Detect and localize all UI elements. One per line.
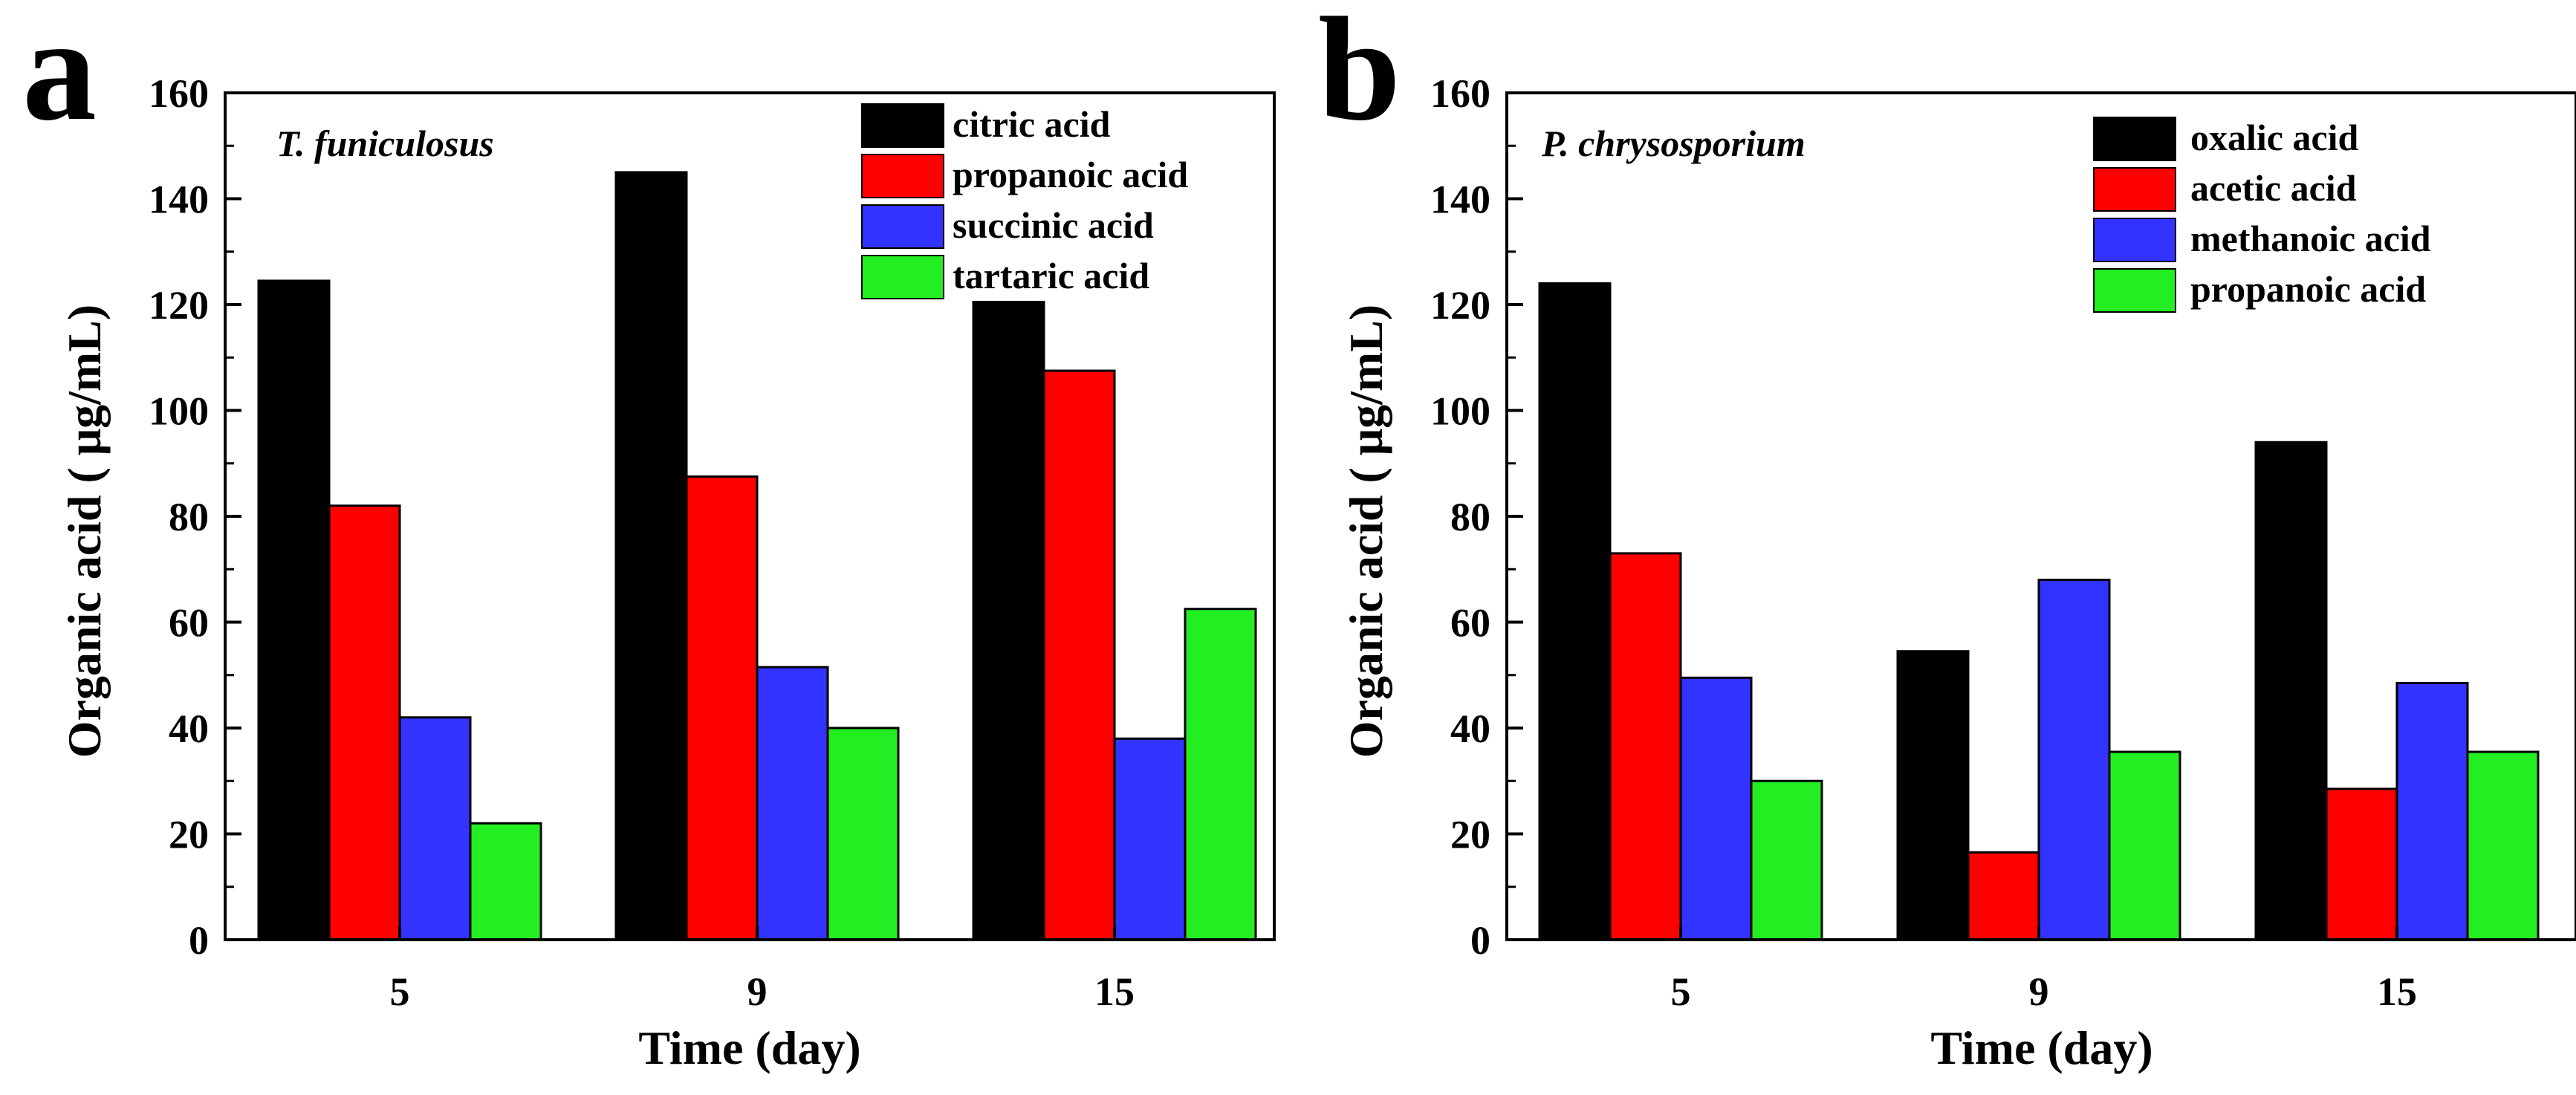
y-tick-label: 40 xyxy=(169,706,209,751)
bar-propanoic-acid-9 xyxy=(2108,750,2181,941)
legend-label: propanoic acid xyxy=(2190,268,2426,310)
bar-tartaric-acid-9 xyxy=(826,727,900,941)
y-tick-label: 160 xyxy=(149,71,209,116)
y-tick-label: 60 xyxy=(1450,601,1490,646)
x-tick-label: 15 xyxy=(2377,969,2417,1014)
bar-tartaric-acid-15 xyxy=(1184,608,1257,941)
bar-oxalic-acid-15 xyxy=(2254,441,2328,941)
y-tick-label: 100 xyxy=(149,389,209,434)
legend-label: tartaric acid xyxy=(953,255,1149,296)
bar-citric-acid-9 xyxy=(614,171,688,941)
bar-succinic-acid-15 xyxy=(1113,737,1187,941)
y-tick-label: 0 xyxy=(1470,918,1490,963)
y-tick-label: 20 xyxy=(169,813,209,857)
x-axis-title: Time (day) xyxy=(1930,1021,2152,1074)
legend-label: propanoic acid xyxy=(953,154,1188,195)
y-tick-label: 140 xyxy=(1430,178,1490,222)
legend-label: oxalic acid xyxy=(2190,117,2359,158)
y-tick-label: 100 xyxy=(1430,389,1490,434)
bar-propanoic-acid-5 xyxy=(328,504,401,941)
legend-swatch xyxy=(2093,218,2176,262)
bar-oxalic-acid-9 xyxy=(1896,650,1970,941)
x-tick-label: 9 xyxy=(2029,969,2049,1014)
legend-label: methanoic acid xyxy=(2190,218,2431,259)
legend-label: citric acid xyxy=(953,103,1111,145)
y-tick-label: 160 xyxy=(1430,71,1490,116)
bar-succinic-acid-9 xyxy=(756,666,829,941)
panel-label: a xyxy=(22,0,97,152)
y-tick-label: 20 xyxy=(1450,813,1490,857)
legend-swatch xyxy=(2093,167,2176,212)
bar-methanoic-acid-5 xyxy=(1679,676,1753,941)
x-tick-label: 9 xyxy=(747,969,768,1014)
bar-tartaric-acid-5 xyxy=(469,822,542,941)
x-tick-label: 15 xyxy=(1094,969,1135,1014)
bar-succinic-acid-5 xyxy=(398,716,472,941)
x-tick-label: 5 xyxy=(390,969,410,1014)
y-axis-title: Organic acid ( μg/mL) xyxy=(58,305,111,758)
y-tick-label: 140 xyxy=(149,178,209,222)
legend-label: succinic acid xyxy=(953,204,1154,246)
y-tick-label: 60 xyxy=(169,601,209,646)
bar-citric-acid-5 xyxy=(257,279,331,941)
x-axis-title: Time (day) xyxy=(638,1021,860,1074)
legend-swatch xyxy=(861,103,944,148)
species-label: T. funiculosus xyxy=(276,123,494,164)
y-tick-label: 40 xyxy=(1450,706,1490,751)
bar-propanoic-acid-5 xyxy=(1750,779,1823,941)
bar-acetic-acid-5 xyxy=(1609,552,1682,941)
species-label: P. chrysosporium xyxy=(1541,123,1806,164)
bar-acetic-acid-15 xyxy=(2325,787,2398,941)
bar-oxalic-acid-5 xyxy=(1538,282,1612,941)
bar-propanoic-acid-15 xyxy=(1042,369,1116,941)
bar-acetic-acid-9 xyxy=(1967,851,2040,941)
y-tick-label: 80 xyxy=(169,495,209,539)
legend-swatch xyxy=(861,255,944,299)
y-tick-label: 120 xyxy=(1430,283,1490,328)
panel-b: b P. chrysosporium Time (day) Organic ac… xyxy=(1318,0,2576,1074)
legend-swatch xyxy=(861,204,944,249)
legend-label: acetic acid xyxy=(2190,167,2357,209)
bar-citric-acid-15 xyxy=(972,300,1045,941)
panel-a: a T. funiculosus Time (day) Organic acid… xyxy=(22,0,1276,1074)
bar-propanoic-acid-15 xyxy=(2466,750,2540,941)
legend-swatch xyxy=(2093,117,2176,161)
y-tick-label: 0 xyxy=(189,918,209,963)
bar-methanoic-acid-9 xyxy=(2037,579,2111,941)
panel-label: b xyxy=(1318,0,1401,152)
y-axis-title: Organic acid ( μg/mL) xyxy=(1340,305,1392,758)
legend-swatch xyxy=(861,154,944,198)
y-tick-label: 120 xyxy=(149,283,209,328)
legend: oxalic acid acetic acid methanoic acid prop… xyxy=(2093,117,2431,313)
legend-swatch xyxy=(2093,268,2176,313)
x-tick-label: 5 xyxy=(1671,969,1691,1014)
legend: citric acid propanoic acid succinic acid ta… xyxy=(861,103,1188,299)
bar-methanoic-acid-15 xyxy=(2395,681,2469,941)
bar-propanoic-acid-9 xyxy=(685,475,759,941)
y-tick-label: 80 xyxy=(1450,495,1490,539)
